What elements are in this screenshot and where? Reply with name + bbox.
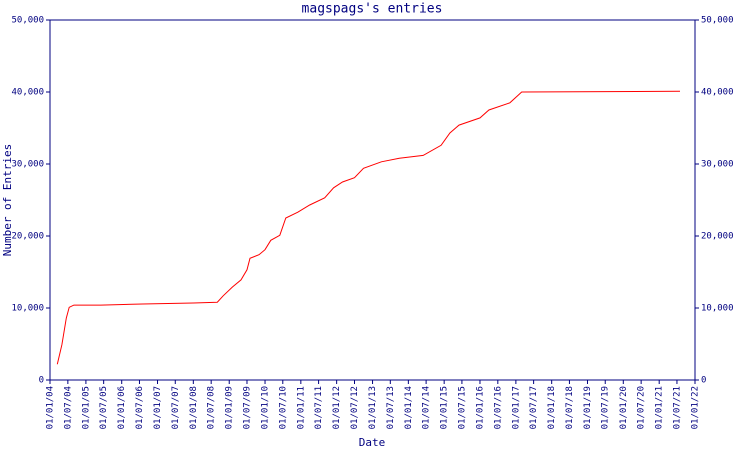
x-tick-label: 01/07/17 bbox=[529, 386, 539, 429]
y-tick-label: 10,000 bbox=[11, 304, 44, 314]
x-tick-label: 01/01/17 bbox=[511, 386, 521, 429]
x-tick-label: 01/07/21 bbox=[672, 386, 682, 429]
x-tick-label: 01/07/09 bbox=[242, 386, 252, 429]
y-tick-label: 30,000 bbox=[11, 160, 44, 170]
x-tick-label: 01/07/13 bbox=[386, 386, 396, 429]
x-tick-label: 01/07/16 bbox=[493, 386, 503, 429]
y-tick-label: 20,000 bbox=[11, 232, 44, 242]
x-tick-label: 01/01/16 bbox=[475, 386, 485, 429]
x-tick-label: 01/01/18 bbox=[547, 386, 557, 429]
x-tick-label: 01/01/13 bbox=[368, 386, 378, 429]
x-tick-label: 01/07/11 bbox=[314, 386, 324, 429]
x-tick-label: 01/01/22 bbox=[691, 386, 701, 429]
x-tick-label: 01/07/07 bbox=[171, 386, 181, 429]
x-tick-label: 01/07/04 bbox=[63, 386, 73, 429]
x-tick-label: 01/01/08 bbox=[189, 386, 199, 429]
y-tick-label: 40,000 bbox=[11, 88, 44, 98]
x-tick-label: 01/01/20 bbox=[619, 386, 629, 429]
x-tick-label: 01/07/08 bbox=[207, 386, 217, 429]
x-tick-label: 01/01/15 bbox=[440, 386, 450, 429]
x-tick-label: 01/01/04 bbox=[46, 386, 56, 429]
y-tick-label: 0 bbox=[39, 376, 44, 386]
y2-tick-label: 0 bbox=[701, 376, 706, 386]
chart-title: magspags's entries bbox=[302, 2, 443, 17]
y-tick-label: 50,000 bbox=[11, 16, 44, 26]
x-tick-label: 01/07/06 bbox=[135, 386, 145, 429]
x-tick-label: 01/07/18 bbox=[565, 386, 575, 429]
x-tick-label: 01/07/14 bbox=[422, 386, 432, 429]
data-line bbox=[56, 90, 681, 365]
x-tick-label: 01/01/14 bbox=[404, 386, 414, 429]
y2-tick-label: 30,000 bbox=[701, 160, 734, 170]
y2-tick-label: 40,000 bbox=[701, 88, 734, 98]
x-tick-label: 01/01/10 bbox=[261, 386, 271, 429]
x-tick-label: 01/01/06 bbox=[117, 386, 127, 429]
x-tick-label: 01/01/21 bbox=[655, 386, 665, 429]
x-tick-label: 01/07/10 bbox=[278, 386, 288, 429]
x-tick-label: 01/07/05 bbox=[99, 386, 109, 429]
x-tick-label: 01/01/12 bbox=[332, 386, 342, 429]
x-tick-label: 01/07/20 bbox=[637, 386, 647, 429]
x-tick-label: 01/01/07 bbox=[153, 386, 163, 429]
x-tick-label: 01/07/12 bbox=[350, 386, 360, 429]
x-tick-label: 01/01/19 bbox=[583, 386, 593, 429]
x-tick-label: 01/07/19 bbox=[601, 386, 611, 429]
y2-tick-label: 10,000 bbox=[701, 304, 734, 314]
x-tick-label: 01/01/05 bbox=[81, 386, 91, 429]
y2-tick-label: 20,000 bbox=[701, 232, 734, 242]
x-axis-title: Date bbox=[359, 436, 386, 449]
x-tick-label: 01/01/11 bbox=[296, 386, 306, 429]
x-tick-label: 01/01/09 bbox=[225, 386, 235, 429]
x-tick-label: 01/07/15 bbox=[457, 386, 467, 429]
y-axis-title: Number of Entries bbox=[1, 144, 14, 257]
plot-frame bbox=[49, 19, 696, 381]
y2-tick-label: 50,000 bbox=[701, 16, 734, 26]
